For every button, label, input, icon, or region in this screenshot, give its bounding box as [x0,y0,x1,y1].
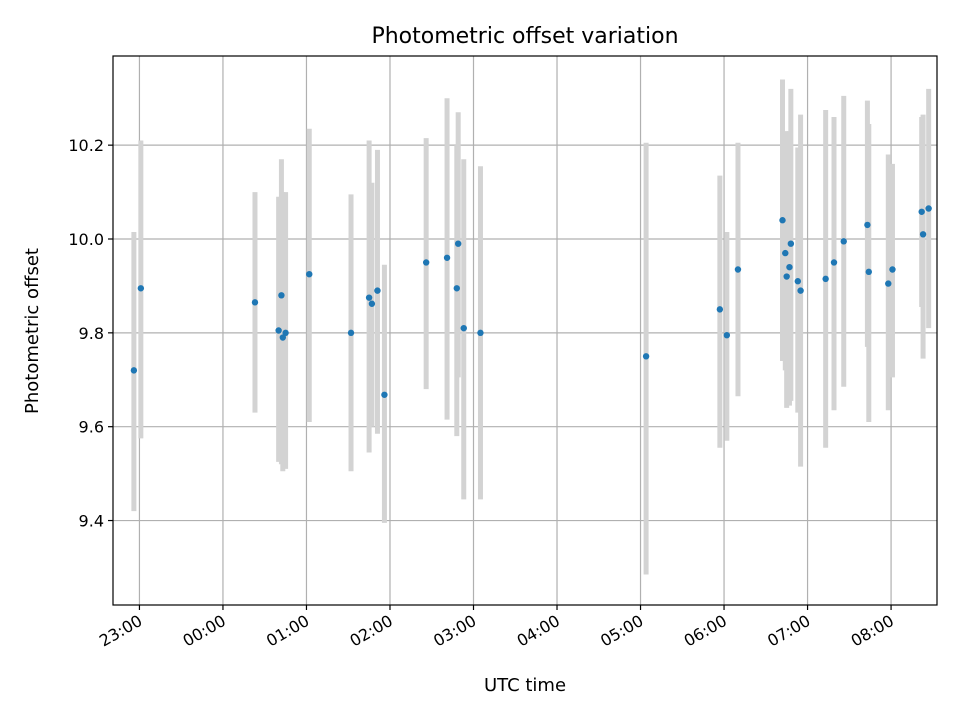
data-point [723,331,731,339]
grid [113,56,937,605]
y-axis-label: Photometric offset [22,248,43,414]
data-point [306,270,313,278]
data-point [137,285,145,292]
data-point [822,275,829,283]
chart-title: Photometric offset variation [371,24,678,49]
data-point [282,329,289,337]
data-point [864,221,871,229]
data-point [454,240,462,247]
x-tick-label: 03:00 [430,611,479,651]
data-point [365,294,373,301]
data-point [840,238,847,245]
y-tick-label: 9.4 [79,512,104,531]
data-point [918,208,925,215]
data-point [453,285,460,292]
data-point [368,300,376,307]
x-tick-label: 02:00 [347,611,396,651]
data-point [925,205,932,212]
data-point [422,259,430,266]
x-tick-label: 05:00 [597,611,646,651]
y-tick-label: 10.2 [68,136,104,155]
data-point [734,266,742,273]
data-point [347,329,355,337]
x-tick-label: 23:00 [96,611,145,651]
x-tick-label: 08:00 [848,611,897,651]
data-point [786,263,793,271]
data-points [130,205,932,398]
data-point [865,268,872,276]
data-point [919,231,927,238]
data-point [278,292,285,299]
x-tick-label: 06:00 [681,611,730,651]
plot-frame [112,55,938,606]
data-point [830,259,838,266]
data-point [889,266,896,273]
x-tick-label: 07:00 [764,611,813,651]
y-tick-label: 10.0 [68,230,104,249]
data-point [716,306,724,313]
data-point [783,273,790,280]
x-axis-label: UTC time [484,675,566,696]
data-point [787,240,795,247]
data-point [374,287,381,294]
data-point [279,334,287,341]
data-point [794,278,802,285]
data-point [782,249,789,257]
data-point [130,367,138,374]
data-point [477,329,484,337]
data-point [251,299,259,306]
x-tick-label: 00:00 [180,611,229,651]
error-bars [131,79,932,575]
x-tick-label: 01:00 [263,611,312,651]
data-point [381,391,388,398]
data-point [275,327,282,334]
y-tick-label: 9.6 [79,418,104,437]
data-point [642,353,650,360]
data-point [460,324,467,332]
data-point [885,280,892,287]
data-point [797,287,804,294]
y-tick-label: 9.8 [79,324,104,343]
data-point [443,254,451,261]
x-tick-label: 04:00 [514,611,563,651]
data-point [779,217,786,224]
